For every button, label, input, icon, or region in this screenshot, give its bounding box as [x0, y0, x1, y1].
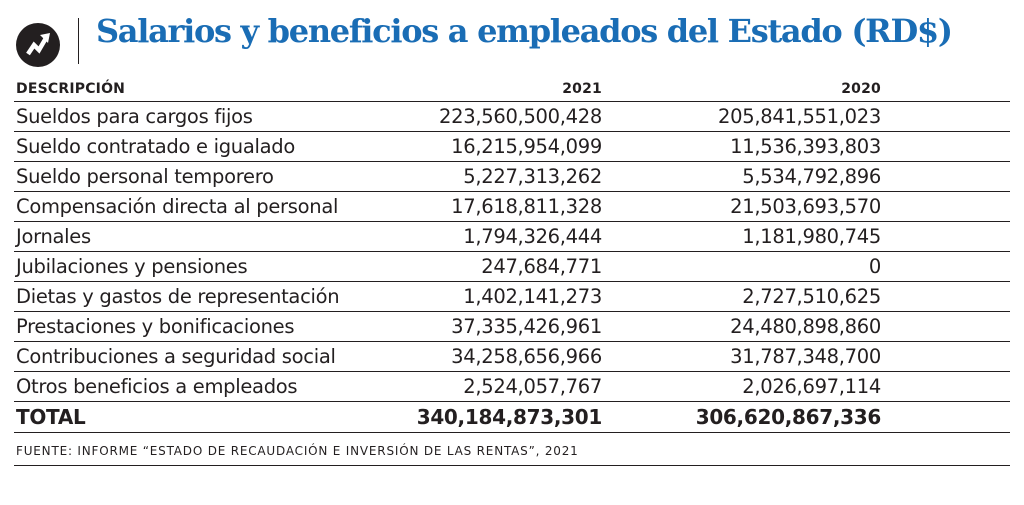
row-value-2020: 11,536,393,803	[602, 131, 881, 162]
row-label: Otros beneficios a empleados	[14, 371, 364, 402]
row-label: Dietas y gastos de representación	[14, 281, 364, 312]
header-divider	[78, 18, 79, 64]
row-value-2021: 223,560,500,428	[364, 101, 602, 132]
row-label: Contribuciones a seguridad social	[14, 341, 364, 372]
table-row: Sueldo personal temporero 5,227,313,262 5,…	[14, 161, 1010, 192]
row-value-2020: 2,026,697,114	[602, 371, 881, 402]
bottom-rule	[14, 465, 1010, 466]
row-spacer	[881, 221, 1010, 252]
row-label: Sueldo contratado e igualado	[14, 131, 364, 162]
row-spacer	[881, 101, 1010, 132]
table-row: Sueldos para cargos fijos 223,560,500,428…	[14, 101, 1010, 132]
row-value-2020: 21,503,693,570	[602, 191, 881, 222]
trend-arrow-icon	[16, 23, 60, 67]
column-header-2021: 2021	[364, 76, 602, 102]
row-value-2020: 1,181,980,745	[602, 221, 881, 252]
row-value-2021: 16,215,954,099	[364, 131, 602, 162]
table-row: Sueldo contratado e igualado 16,215,954,0…	[14, 131, 1010, 162]
row-spacer	[881, 251, 1010, 282]
row-value-2021: 2,524,057,767	[364, 371, 602, 402]
total-2021: 340,184,873,301	[364, 401, 602, 433]
row-label: Sueldos para cargos fijos	[14, 101, 364, 132]
total-2020: 306,620,867,336	[602, 401, 881, 433]
row-spacer	[881, 161, 1010, 192]
row-value-2021: 37,335,426,961	[364, 311, 602, 342]
table-row: Jubilaciones y pensiones 247,684,771 0	[14, 251, 1010, 282]
table-row: Compensación directa al personal 17,618,8…	[14, 191, 1010, 222]
row-spacer	[881, 131, 1010, 162]
row-value-2020: 0	[602, 251, 881, 282]
row-value-2020: 2,727,510,625	[602, 281, 881, 312]
row-spacer	[881, 191, 1010, 222]
salaries-table: DESCRIPCIÓN 2021 2020 Sueldos para cargo…	[14, 76, 1010, 433]
row-label: Jubilaciones y pensiones	[14, 251, 364, 282]
row-value-2021: 34,258,656,966	[364, 341, 602, 372]
row-value-2021: 247,684,771	[364, 251, 602, 282]
table-row: Dietas y gastos de representación 1,402,1…	[14, 281, 1010, 312]
row-value-2020: 5,534,792,896	[602, 161, 881, 192]
row-value-2021: 1,794,326,444	[364, 221, 602, 252]
row-spacer	[881, 341, 1010, 372]
row-spacer	[881, 371, 1010, 402]
row-label: Jornales	[14, 221, 364, 252]
column-header-2020: 2020	[602, 76, 881, 102]
source-note: FUENTE: INFORME “ESTADO DE RECAUDACIÓN E…	[16, 444, 579, 458]
total-spacer	[881, 401, 1010, 433]
table-row: Jornales 1,794,326,444 1,181,980,745	[14, 221, 1010, 252]
total-label: TOTAL	[14, 401, 364, 433]
column-spacer	[881, 76, 1010, 102]
row-spacer	[881, 281, 1010, 312]
row-spacer	[881, 311, 1010, 342]
row-label: Sueldo personal temporero	[14, 161, 364, 192]
table-row: Otros beneficios a empleados 2,524,057,76…	[14, 371, 1010, 402]
row-label: Prestaciones y bonificaciones	[14, 311, 364, 342]
row-value-2020: 205,841,551,023	[602, 101, 881, 132]
row-value-2021: 17,618,811,328	[364, 191, 602, 222]
row-value-2020: 24,480,898,860	[602, 311, 881, 342]
total-row: TOTAL 340,184,873,301 306,620,867,336	[14, 401, 1010, 433]
table-row: Contribuciones a seguridad social 34,258,…	[14, 341, 1010, 372]
column-header-description: DESCRIPCIÓN	[14, 76, 364, 102]
row-label: Compensación directa al personal	[14, 191, 364, 222]
row-value-2021: 5,227,313,262	[364, 161, 602, 192]
table-body: Sueldos para cargos fijos 223,560,500,428…	[14, 101, 1010, 402]
table-row: Prestaciones y bonificaciones 37,335,426,…	[14, 311, 1010, 342]
row-value-2020: 31,787,348,700	[602, 341, 881, 372]
row-value-2021: 1,402,141,273	[364, 281, 602, 312]
page-title: Salarios y beneficios a empleados del Es…	[96, 12, 953, 50]
table-header-row: DESCRIPCIÓN 2021 2020	[14, 76, 1010, 102]
